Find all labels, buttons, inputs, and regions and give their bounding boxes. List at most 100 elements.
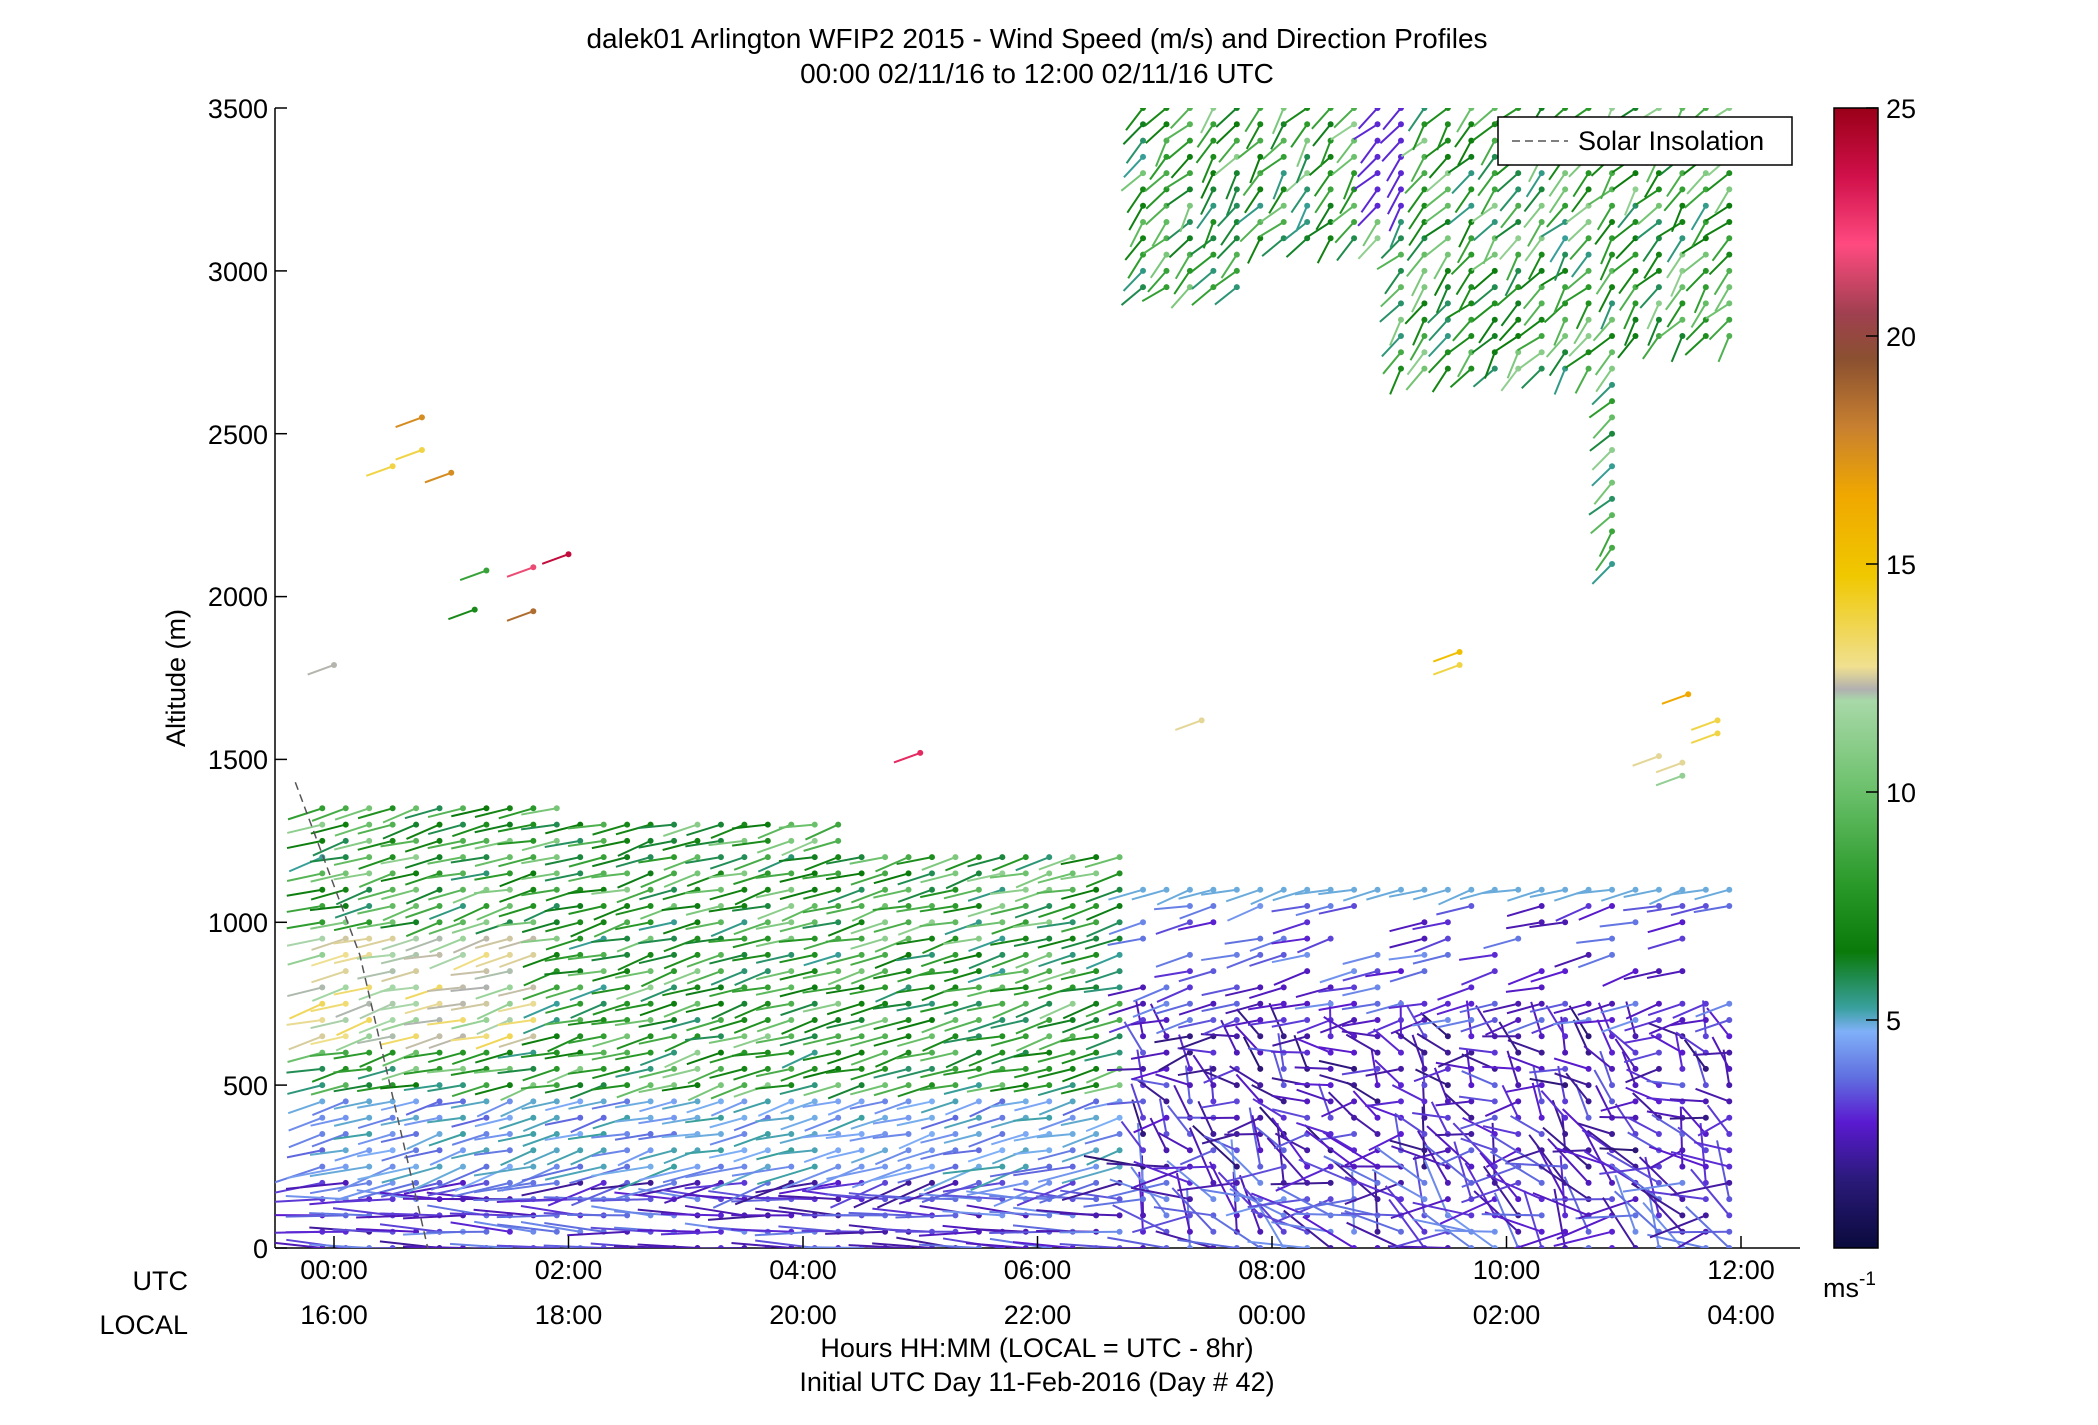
- wind-barb-shaft: [1130, 1051, 1167, 1060]
- wind-barb-point: [1046, 935, 1053, 942]
- wind-barb-point: [1679, 170, 1686, 177]
- wind-barb-shaft: [1037, 1165, 1097, 1183]
- wind-barb-point: [811, 903, 818, 909]
- wind-barb-point: [1679, 1065, 1686, 1072]
- wind-barb-shaft: [570, 1002, 605, 1019]
- wind-barb-point: [530, 951, 537, 958]
- wind-barb-shaft: [1107, 937, 1144, 947]
- wind-barb-shaft: [1706, 172, 1730, 192]
- wind-barb-point: [1444, 1179, 1451, 1186]
- wind-barb-shaft: [403, 1067, 440, 1076]
- wind-barb-point: [811, 1049, 818, 1056]
- wind-barb-point: [1538, 1131, 1545, 1137]
- wind-barb-shaft: [428, 1133, 464, 1147]
- wind-barb-point: [999, 951, 1006, 958]
- wind-barb-point: [999, 1147, 1006, 1154]
- wind-barb-point: [975, 854, 982, 861]
- wind-barb-shaft: [1368, 1133, 1402, 1152]
- wind-barb-shaft: [945, 1051, 980, 1069]
- wind-barb-shaft: [498, 1116, 534, 1130]
- wind-barb-point: [928, 1179, 935, 1186]
- wind-barb-shaft: [593, 921, 628, 938]
- wind-barb-shaft: [990, 1019, 1026, 1029]
- wind-barb-shaft: [803, 888, 839, 900]
- wind-barb-point: [1632, 251, 1639, 258]
- wind-barb-shaft: [474, 856, 511, 867]
- wind-barb-shaft: [1273, 1133, 1308, 1150]
- wind-barb-point: [1538, 1017, 1545, 1023]
- wind-barb-shaft: [1458, 1047, 1495, 1054]
- wind-barb-point: [811, 1065, 818, 1072]
- wind-barb-shaft: [1084, 937, 1120, 950]
- wind-barb-point: [671, 903, 678, 909]
- wind-barb-point: [389, 463, 396, 470]
- wind-barb-shaft: [966, 1002, 1003, 1012]
- wind-barb-shaft: [943, 953, 980, 964]
- wind-barb-point: [811, 919, 818, 926]
- wind-barb-shaft: [1169, 108, 1191, 130]
- wind-barb-point: [1491, 333, 1498, 339]
- wind-barb-point: [389, 1017, 396, 1023]
- wind-barb-shaft: [1133, 1116, 1167, 1134]
- colorbar-tick-label: 5: [1886, 1006, 1901, 1036]
- wind-barb-point: [1726, 284, 1733, 291]
- wind-barb-point: [413, 1000, 420, 1007]
- wind-barb-shaft: [1677, 1126, 1707, 1152]
- wind-barb-shaft: [1390, 1198, 1449, 1220]
- wind-barb-point: [1421, 219, 1428, 225]
- wind-barb-point: [1374, 886, 1381, 893]
- wind-barb-point: [835, 870, 842, 877]
- wind-barb-point: [1140, 1098, 1147, 1105]
- wind-barb-shaft: [1411, 1034, 1426, 1070]
- wind-barb-point: [1655, 968, 1662, 975]
- wind-barb-point: [1655, 235, 1662, 242]
- wind-barb-point: [436, 870, 443, 877]
- wind-barb-point: [858, 1082, 865, 1089]
- wind-barb-point: [999, 1017, 1006, 1023]
- wind-barb-point: [319, 1098, 326, 1105]
- wind-barb-point: [319, 1000, 326, 1007]
- wind-barb-point: [1515, 300, 1522, 307]
- wind-barb-shaft: [1472, 108, 1496, 128]
- wind-barb-point: [1632, 316, 1639, 323]
- wind-barb-point: [811, 968, 818, 975]
- wind-barb-point: [459, 1098, 466, 1105]
- wind-barb-shaft: [1120, 286, 1144, 306]
- wind-barb-shaft: [1133, 1160, 1191, 1184]
- wind-barb-point: [624, 1212, 631, 1219]
- wind-barb-point: [366, 1017, 373, 1023]
- wind-barb-point: [413, 1082, 420, 1089]
- wind-barb-point: [1022, 1245, 1029, 1248]
- wind-barb-point: [811, 886, 818, 893]
- wind-barb-shaft: [1648, 1022, 1683, 1038]
- wind-barb-shaft: [1313, 172, 1332, 197]
- wind-barb-shaft: [1319, 1019, 1355, 1034]
- wind-barb-shaft: [1388, 888, 1425, 898]
- wind-barb-shaft: [640, 970, 675, 988]
- wind-barb-point: [1491, 1000, 1498, 1007]
- wind-barb-point: [1632, 267, 1639, 274]
- wind-barb-shaft: [1336, 237, 1355, 262]
- wind-barb-point: [1046, 870, 1053, 877]
- wind-barb-shaft: [943, 1084, 980, 1095]
- wind-barb-shaft: [358, 1019, 393, 1034]
- wind-barb-shaft: [1317, 1083, 1332, 1119]
- wind-barb-point: [577, 870, 584, 877]
- wind-barb-shaft: [733, 1133, 769, 1148]
- wind-barb-point: [1233, 1000, 1240, 1007]
- wind-barb-shaft: [498, 937, 534, 950]
- wind-barb-shaft: [638, 1133, 675, 1141]
- wind-barb-point: [459, 870, 466, 877]
- wind-barb-point: [788, 1131, 795, 1137]
- wind-barb-point: [1585, 1179, 1592, 1186]
- wind-barb-point: [1609, 267, 1616, 274]
- wind-barb-shaft: [779, 1084, 815, 1096]
- wind-barb-shaft: [1490, 1134, 1543, 1168]
- wind-barb-point: [952, 1179, 959, 1186]
- wind-barb-point: [1515, 267, 1522, 274]
- wind-barb-point: [506, 1049, 513, 1056]
- wind-barb-point: [764, 837, 771, 844]
- wind-barb-shaft: [497, 1051, 534, 1059]
- wind-barb-point: [1655, 267, 1662, 274]
- wind-barb-point: [506, 1000, 513, 1007]
